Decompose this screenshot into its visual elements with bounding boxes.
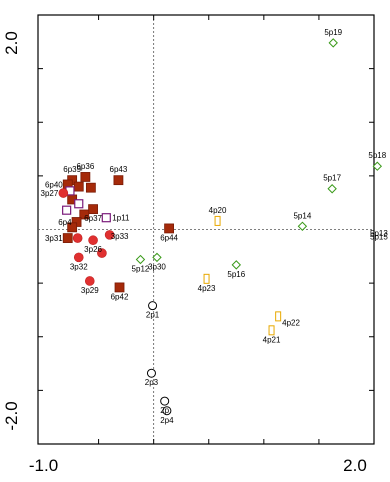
data-point (114, 282, 125, 293)
point-label: 3p31 (45, 234, 63, 243)
point-label: 3p27 (41, 189, 59, 198)
data-point (104, 230, 115, 240)
x-tick-label: 2.0 (343, 456, 367, 475)
data-point (88, 235, 98, 246)
data-point (297, 221, 308, 231)
x-tick-label: -1.0 (29, 456, 58, 475)
data-point (152, 252, 162, 263)
point-label: 4p23 (198, 284, 216, 293)
point-label: 6p4 (58, 218, 72, 227)
tick-labels: -1.0 2.0 2.0 -2.0 (2, 31, 367, 475)
point-label: 4p21 (263, 335, 281, 344)
point-label: 3p30 (148, 262, 166, 271)
data-point (327, 184, 337, 194)
point-label: 6p42 (111, 292, 129, 301)
point-label: 6p37 (84, 214, 102, 223)
data-point (73, 181, 84, 192)
data-point (62, 205, 72, 215)
data-points (58, 38, 383, 416)
data-point (88, 204, 98, 215)
minor-ticks (38, 15, 374, 444)
data-point (372, 161, 383, 171)
point-label: 5p18 (368, 151, 386, 160)
data-point (80, 172, 91, 182)
data-point (160, 396, 170, 406)
point-label: 2p4 (160, 416, 174, 425)
data-point (146, 368, 156, 378)
point-label: 2p (160, 406, 169, 415)
point-label: 4p20 (209, 206, 227, 215)
point-label: 2p3 (145, 378, 159, 387)
point-label: 6p40 (45, 180, 63, 189)
data-point (97, 248, 107, 258)
data-point (275, 311, 282, 322)
point-label: 3p26 (84, 245, 102, 254)
point-label: 6p44 (160, 233, 178, 242)
data-point (113, 175, 124, 186)
y-tick-label: -2.0 (2, 401, 21, 430)
point-label: 5p16 (227, 270, 245, 279)
data-point (164, 223, 174, 234)
point-label: 3p29 (81, 286, 99, 295)
data-point (162, 406, 172, 416)
data-point (85, 182, 96, 193)
point-label: 5p12 (132, 265, 150, 274)
point-label: 4p22 (282, 318, 300, 327)
data-point (328, 38, 338, 48)
data-point (58, 188, 69, 198)
data-point (148, 301, 158, 311)
data-point (101, 213, 111, 223)
point-label: 3p32 (70, 262, 88, 271)
point-label: 1p11 (112, 214, 130, 223)
point-label: 5p17 (323, 174, 341, 183)
y-tick-label: 2.0 (2, 31, 21, 55)
data-point (67, 222, 78, 233)
data-point (62, 233, 73, 243)
data-point (231, 260, 242, 270)
data-point (79, 209, 90, 220)
point-label: 6p43 (110, 165, 128, 174)
data-point (74, 199, 84, 209)
point-label: 5p19 (324, 28, 342, 37)
point-label: 5p14 (293, 211, 311, 220)
point-label: 6p39 (63, 165, 81, 174)
point-label: 5p13 (370, 229, 388, 238)
data-point (214, 215, 221, 226)
data-point (84, 276, 95, 286)
zero-lines (38, 15, 374, 444)
point-label: 5p15 (370, 232, 388, 241)
point-label: 3p33 (111, 232, 129, 241)
data-point (135, 254, 146, 265)
data-point (73, 252, 84, 263)
point-label: 2p1 (146, 311, 160, 320)
data-point (268, 325, 275, 336)
point-label: 6p36 (76, 162, 94, 171)
data-point (72, 233, 83, 243)
data-point (203, 273, 210, 284)
